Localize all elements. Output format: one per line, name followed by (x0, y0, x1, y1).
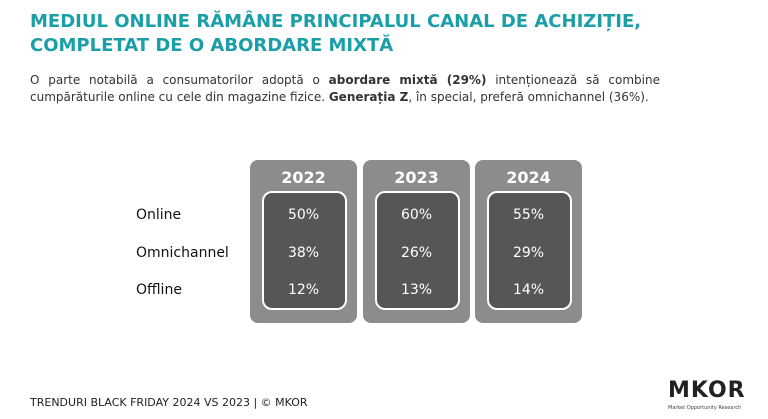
value-cell: 12% (287, 282, 320, 298)
year-header: 2023 (394, 168, 439, 187)
paragraph-segment: O parte notabilă a consumatorilor adoptă… (30, 73, 329, 87)
value-cell: 55% (512, 207, 545, 223)
year-column: 2023 60% 26% 13% (363, 160, 470, 323)
row-label: Online (136, 207, 182, 223)
paragraph-segment: abordare mixtă (29%) (328, 73, 487, 87)
value-cell: 13% (400, 282, 433, 298)
paragraph-segment: , în special, preferă omnichannel (36%). (408, 90, 649, 104)
paragraph-segment: Generația Z (328, 90, 409, 104)
footer: TRENDURI BLACK FRIDAY 2024 VS 2023 | © M… (30, 396, 308, 409)
row-label: Omnichannel (136, 245, 229, 261)
year-column: 2024 55% 29% 14% (475, 160, 582, 323)
values-box (262, 191, 347, 310)
value-cell: 38% (287, 245, 320, 261)
value-cell: 50% (287, 207, 320, 223)
year-column: 2022 50% 38% 12% (250, 160, 357, 323)
logo: MKOR (668, 378, 746, 403)
row-label: Offline (136, 282, 182, 298)
paragraph-segment: intenționează să combine cumpărăturile o… (30, 73, 660, 104)
logo-subtitle: Market Opportunity Research (668, 405, 742, 411)
value-cell: 60% (400, 207, 433, 223)
year-header: 2022 (281, 168, 326, 187)
values-box (375, 191, 460, 310)
title: MEDIUL ONLINE RĂMÂNE PRINCIPALUL CANAL D… (30, 11, 642, 56)
year-header: 2024 (506, 168, 551, 187)
intro-paragraph: O parte notabilă a consumatorilor adoptă… (30, 72, 660, 106)
value-cell: 14% (512, 282, 545, 298)
value-cell: 29% (512, 245, 545, 261)
values-box (487, 191, 572, 310)
value-cell: 26% (400, 245, 433, 261)
